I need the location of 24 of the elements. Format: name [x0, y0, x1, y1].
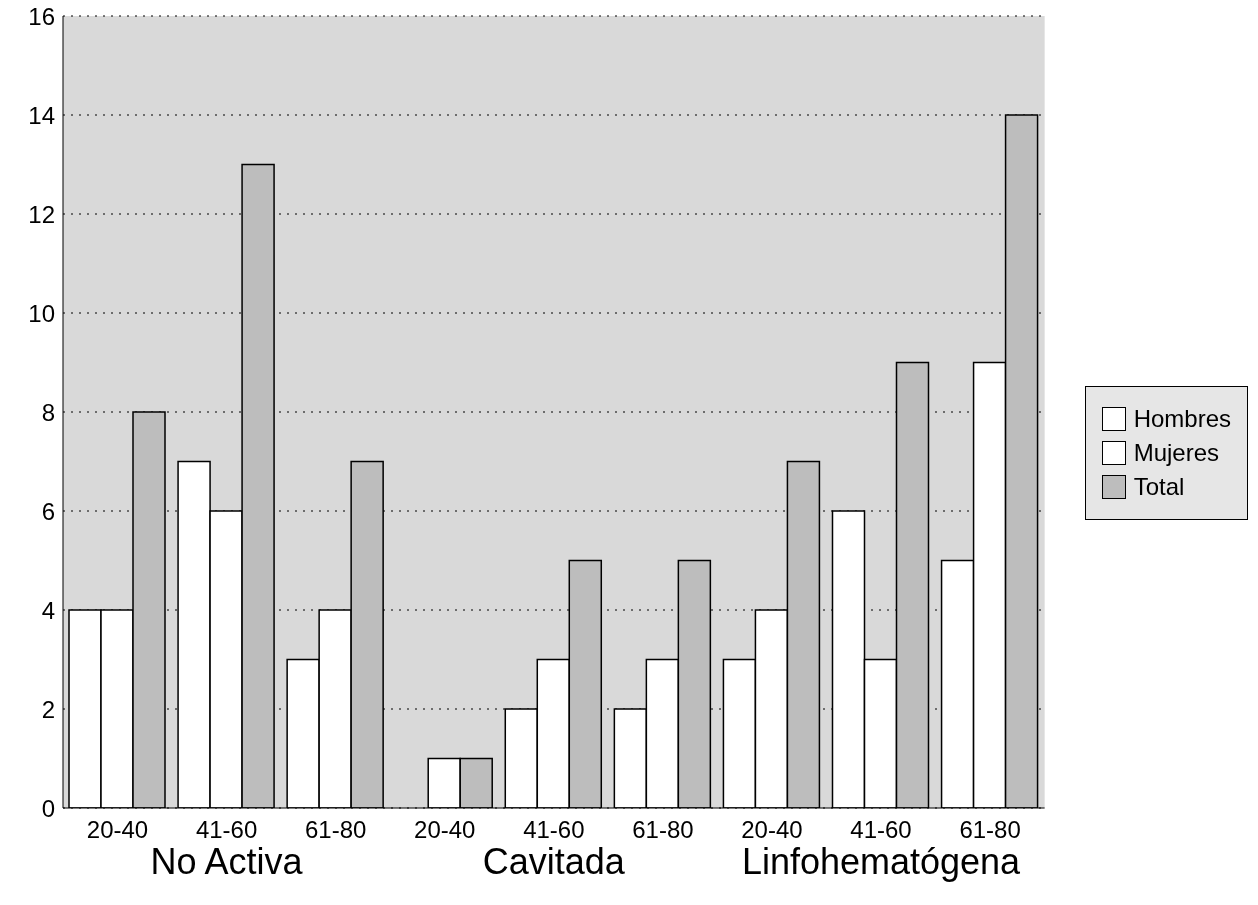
y-tick-label: 12 — [28, 200, 55, 228]
y-tick-label: 4 — [41, 596, 55, 624]
y-tick-label: 16 — [28, 2, 55, 30]
legend-label: Hombres — [1133, 405, 1231, 433]
x-tick-label: 41-60 — [195, 816, 258, 843]
legend-label: Total — [1133, 473, 1185, 501]
text: Linfohematógena — [741, 841, 1022, 882]
x-tick-label: 41-60 — [850, 816, 912, 843]
y-tick-label: 0 — [41, 794, 55, 822]
y-tick-label: 2 — [41, 695, 55, 723]
y-tick-label: 8 — [41, 398, 55, 426]
text: No Activa — [150, 841, 304, 882]
x-tick-label: 20-40 — [741, 816, 803, 843]
x-tick-label: 41-60 — [523, 816, 585, 843]
y-tick-label: 10 — [28, 299, 55, 327]
x-tick-label: 20-40 — [86, 816, 149, 843]
x-tick-label: 61-80 — [959, 816, 1021, 843]
legend-label: Mujeres — [1133, 439, 1219, 467]
text: Cavitada — [482, 841, 626, 882]
x-tick-label: 61-80 — [304, 816, 367, 843]
x-tick-label: 20-40 — [414, 816, 476, 843]
y-tick-label: 14 — [28, 101, 55, 129]
y-tick-label: 6 — [41, 497, 55, 525]
x-tick-label: 61-80 — [632, 816, 694, 843]
